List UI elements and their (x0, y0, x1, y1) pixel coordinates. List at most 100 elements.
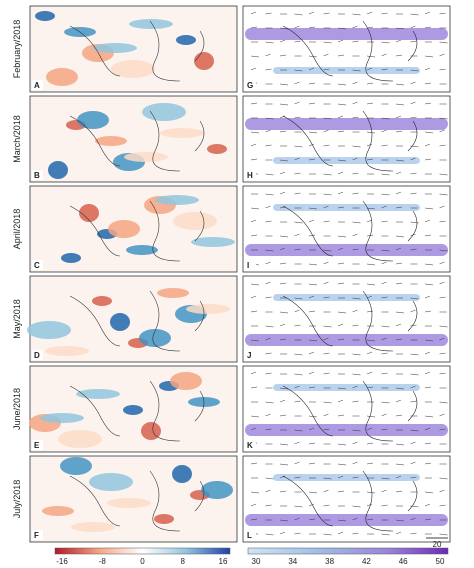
anomaly-blob (77, 111, 109, 129)
wind-vector (366, 207, 376, 210)
wind-vector (294, 248, 301, 251)
wind-vector (395, 39, 402, 43)
map-panel (242, 5, 451, 93)
wind-vector (265, 325, 274, 328)
wind-vector (366, 102, 374, 105)
wind-vector (337, 39, 344, 43)
wind-vector (352, 13, 361, 16)
wind-vector (395, 191, 402, 195)
wind-vector (279, 130, 287, 133)
wind-vector (352, 101, 358, 105)
wind-vector (294, 324, 301, 327)
wind-vector (279, 323, 286, 327)
wind-vector (250, 283, 260, 286)
wind-vector (323, 261, 329, 265)
wind-vector (294, 517, 300, 521)
colorbar-tick-label: 0 (140, 557, 145, 566)
panel-letter: L (247, 531, 252, 540)
wind-vector (352, 248, 359, 251)
wind-vector (381, 428, 388, 431)
wind-vector (410, 400, 417, 403)
coastline (282, 200, 418, 262)
jet-band (273, 204, 420, 211)
wind-vector (395, 27, 405, 30)
wind-vector (439, 68, 446, 71)
wind-vector (381, 173, 390, 176)
colorbar-tick-label: 16 (219, 557, 228, 566)
wind-vector (424, 503, 431, 507)
wind-vector (279, 443, 289, 446)
wind-vector (265, 352, 272, 355)
wind-vector (337, 235, 347, 238)
wind-vector (279, 54, 287, 57)
anomaly-blob (27, 321, 71, 339)
wind-vector (279, 27, 289, 30)
wind-vector (395, 463, 405, 466)
colorbar-tick-label: 42 (362, 557, 371, 566)
wind-vector (250, 207, 260, 210)
wind-vector (366, 11, 373, 15)
wind-vector (424, 207, 434, 210)
anomaly-blob (201, 481, 233, 499)
colorbar-tick-label: 8 (181, 557, 186, 566)
wind-vector (337, 311, 347, 314)
wind-vector (352, 81, 358, 85)
wind-vector (308, 158, 316, 161)
wind-vector (439, 352, 446, 355)
wind-vector (294, 25, 300, 29)
wind-vector (294, 429, 303, 432)
wind-vector (323, 41, 332, 44)
wind-vector (424, 102, 432, 105)
wind-vector (323, 220, 330, 223)
wind-vector (337, 27, 347, 30)
wind-vector (439, 117, 448, 120)
wind-vector (381, 489, 387, 493)
wind-vector (410, 81, 416, 85)
wind-vector (410, 429, 419, 432)
wind-vector (395, 323, 402, 327)
coastline (282, 470, 418, 532)
wind-vector (395, 206, 403, 209)
wind-vector (337, 490, 345, 493)
wind-vector (424, 415, 434, 418)
wind-vector (381, 533, 390, 536)
coastline (69, 290, 205, 352)
wind-vector (265, 249, 274, 252)
colorbar-tick-label: 50 (436, 557, 445, 566)
wind-vector (250, 26, 258, 29)
wind-vector (323, 68, 330, 71)
coastline (282, 290, 418, 352)
wind-vector (424, 371, 431, 375)
wind-vector (337, 282, 345, 285)
wind-vector (323, 477, 332, 480)
anomaly-blob (176, 35, 196, 45)
panel-letter-bg (245, 170, 256, 180)
wind-vector (265, 117, 274, 120)
anomaly-blob (191, 237, 235, 247)
wind-vector (337, 83, 347, 86)
wind-vector (410, 248, 417, 251)
wind-vector (395, 414, 403, 417)
wind-vector (352, 385, 358, 389)
wind-vector (308, 339, 318, 342)
anomaly-blob (60, 457, 92, 475)
jet-band (245, 244, 448, 256)
anomaly-blob (157, 288, 189, 298)
jet-band (273, 67, 420, 74)
wind-vector (294, 145, 303, 148)
wind-vector (265, 533, 274, 536)
wind-vector (424, 82, 432, 85)
wind-vector (439, 144, 446, 147)
wind-vector (410, 40, 417, 43)
wind-vector (250, 219, 257, 223)
anomaly-blob (129, 19, 173, 29)
wind-vector (410, 309, 416, 313)
wind-vector (366, 143, 373, 147)
wind-vector (366, 339, 376, 342)
wind-vector (294, 385, 300, 389)
anomaly-blob (92, 296, 112, 306)
wind-vector (439, 401, 448, 404)
wind-vector (424, 462, 432, 465)
wind-vector (250, 415, 260, 418)
wind-vector (352, 145, 361, 148)
